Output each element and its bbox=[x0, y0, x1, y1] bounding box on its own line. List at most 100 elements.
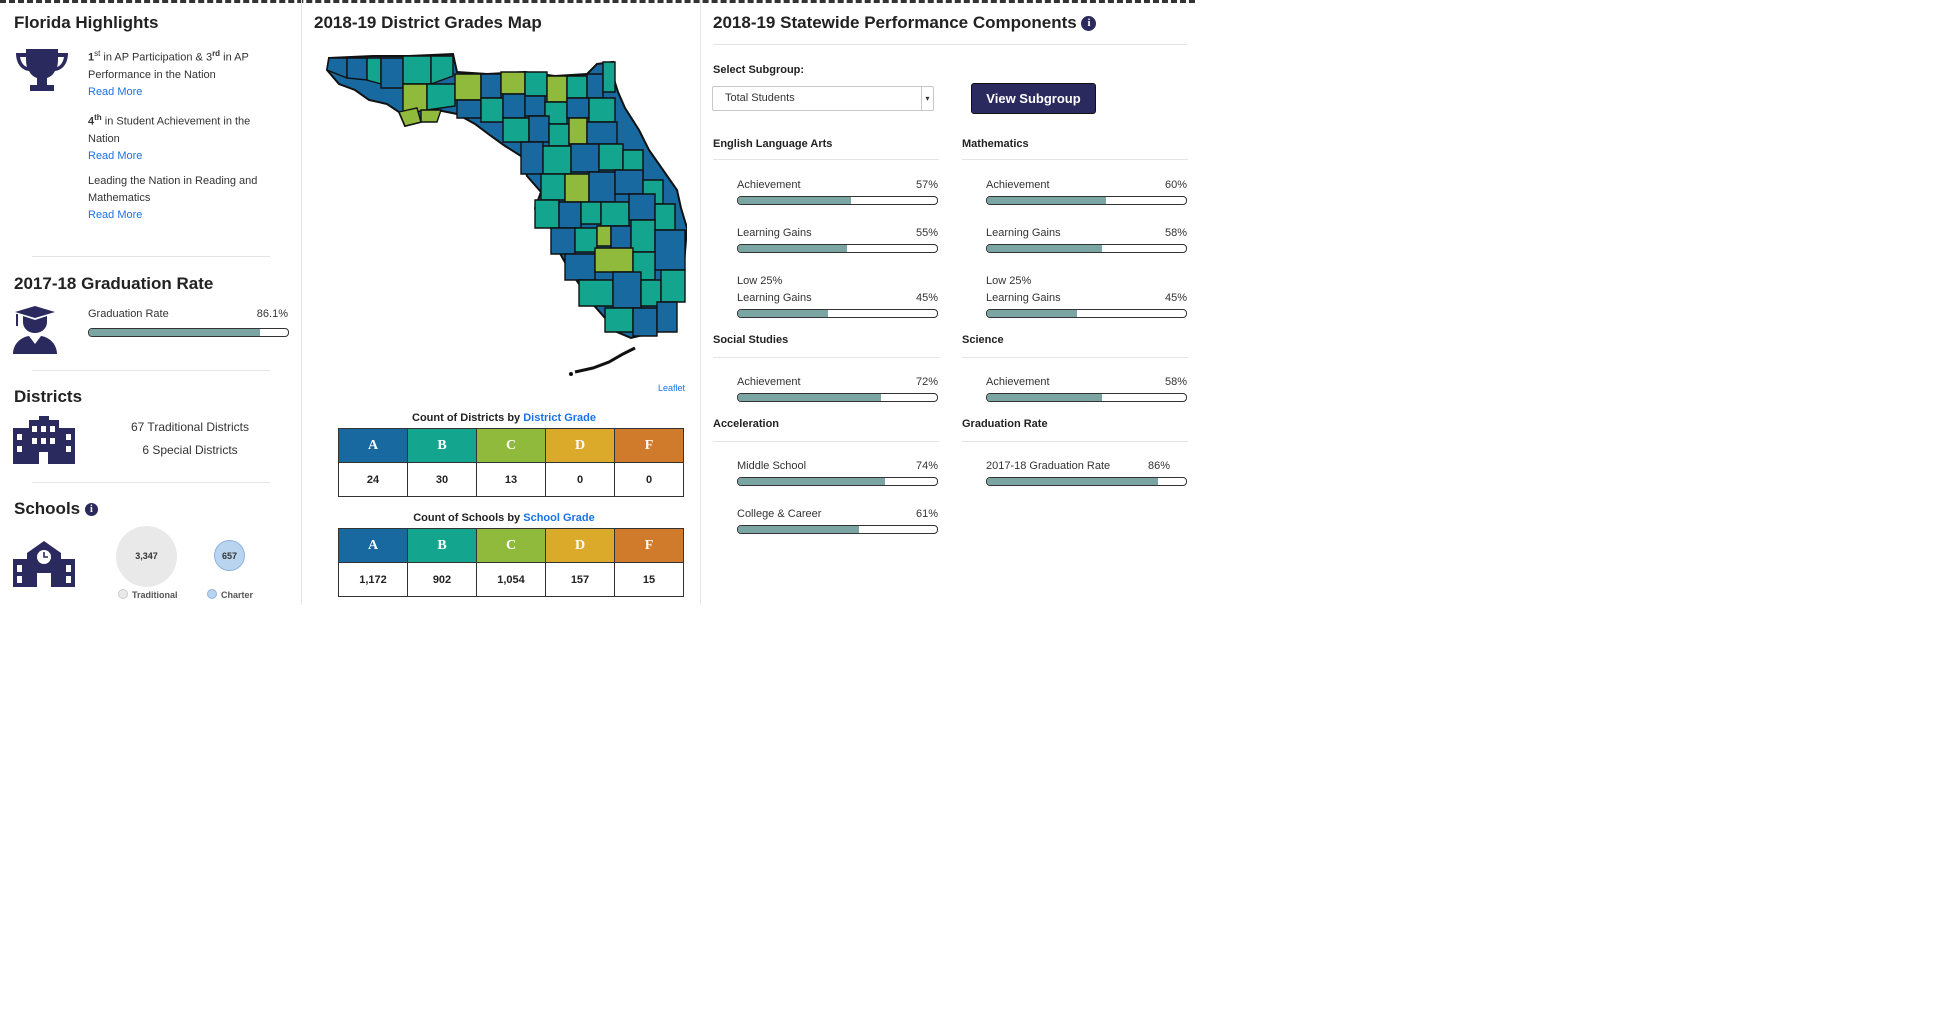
highlight-text-1: 1st in AP Participation & 3rd in AP Perf… bbox=[88, 49, 249, 81]
bar-fill bbox=[738, 197, 852, 204]
ela-achievement-label: Achievement bbox=[737, 179, 801, 191]
grade-count-row: 1,172 902 1,054 157 15 bbox=[338, 562, 684, 597]
legend-swatch bbox=[118, 589, 128, 599]
college-career-label: College & Career bbox=[737, 508, 822, 520]
charter-schools-bubble[interactable]: 657 bbox=[214, 540, 245, 571]
grade-f-count: 0 bbox=[614, 462, 684, 497]
divider bbox=[713, 44, 1187, 45]
highlight-item: 1st in AP Participation & 3rd in AP Perf… bbox=[88, 45, 278, 101]
ela-achievement-value: 57% bbox=[915, 179, 938, 191]
graduation-title: 2017-18 Graduation Rate bbox=[14, 274, 214, 293]
legend-traditional: Traditional bbox=[118, 589, 178, 600]
grade-c-header: C bbox=[476, 428, 546, 463]
schools-title: Schools i bbox=[14, 499, 98, 519]
ela-low25-label: Learning Gains bbox=[737, 292, 812, 304]
grad-rate-section-title: Graduation Rate bbox=[962, 418, 1048, 430]
divider bbox=[962, 357, 1188, 358]
ela-low25-bar bbox=[737, 309, 938, 318]
legend-swatch bbox=[207, 589, 217, 599]
graduate-icon bbox=[13, 306, 57, 354]
building-icon bbox=[13, 416, 75, 464]
grade-c-count: 1,054 bbox=[476, 562, 546, 597]
science-title: Science bbox=[962, 334, 1004, 346]
grade-c-count: 13 bbox=[476, 462, 546, 497]
school-icon bbox=[13, 541, 75, 587]
traditional-districts: 67 Traditional Districts bbox=[130, 420, 250, 434]
middle-school-value: 74% bbox=[915, 460, 938, 472]
district-grades-map[interactable] bbox=[325, 52, 687, 378]
math-title: Mathematics bbox=[962, 138, 1029, 150]
read-more-link[interactable]: Read More bbox=[88, 85, 143, 98]
bar-fill bbox=[987, 245, 1103, 252]
divider bbox=[713, 159, 939, 160]
district-count-caption: Count of Districts by District Grade bbox=[412, 412, 596, 424]
bar-fill bbox=[738, 310, 828, 317]
math-low25-label: Learning Gains bbox=[986, 292, 1061, 304]
ela-low25-label-top: Low 25% bbox=[737, 275, 783, 287]
math-learning-gains-bar bbox=[986, 244, 1187, 253]
bar-fill bbox=[987, 394, 1103, 401]
ela-low25-value: 45% bbox=[915, 292, 938, 304]
social-studies-title: Social Studies bbox=[713, 334, 789, 346]
grade-c-header: C bbox=[476, 528, 546, 563]
districts-title: Districts bbox=[14, 387, 83, 406]
grad-rate-label: 2017-18 Graduation Rate bbox=[986, 460, 1111, 472]
grade-a-count: 24 bbox=[338, 462, 408, 497]
highlight-item: 4th in Student Achievement in the Nation… bbox=[88, 109, 278, 165]
divider bbox=[32, 482, 270, 483]
district-grade-link[interactable]: District Grade bbox=[523, 412, 596, 424]
college-career-value: 61% bbox=[915, 508, 938, 520]
view-subgroup-button[interactable]: View Subgroup bbox=[971, 83, 1096, 114]
highlight-item: Leading the Nation in Reading and Mathem… bbox=[88, 173, 278, 224]
subgroup-select[interactable]: Total Students ▾ bbox=[712, 86, 934, 111]
graduation-rate-label: Graduation Rate bbox=[88, 308, 169, 320]
read-more-link[interactable]: Read More bbox=[88, 149, 143, 162]
leaflet-attribution-link[interactable]: Leaflet bbox=[658, 383, 686, 393]
science-achievement-label: Achievement bbox=[986, 376, 1050, 388]
read-more-link[interactable]: Read More bbox=[88, 209, 143, 221]
bar-fill bbox=[987, 478, 1159, 485]
bar-fill bbox=[738, 394, 882, 401]
ela-title: English Language Arts bbox=[713, 138, 833, 150]
grade-d-count: 157 bbox=[545, 562, 615, 597]
school-grade-link[interactable]: School Grade bbox=[523, 512, 595, 524]
highlights-title: Florida Highlights bbox=[14, 13, 159, 32]
grade-b-count: 30 bbox=[407, 462, 477, 497]
divider bbox=[32, 256, 270, 257]
social-achievement-bar bbox=[737, 393, 938, 402]
bar-fill bbox=[987, 197, 1107, 204]
math-low25-label-top: Low 25% bbox=[986, 275, 1032, 287]
grade-b-header: B bbox=[407, 528, 477, 563]
info-icon[interactable]: i bbox=[84, 503, 98, 516]
graduation-rate-value: 86.1% bbox=[256, 308, 288, 320]
middle-school-label: Middle School bbox=[737, 460, 807, 472]
grade-b-header: B bbox=[407, 428, 477, 463]
dropdown-arrow-icon[interactable]: ▾ bbox=[921, 87, 933, 110]
special-districts: 6 Special Districts bbox=[142, 443, 238, 457]
info-icon[interactable]: i bbox=[1081, 16, 1097, 31]
bar-fill bbox=[987, 310, 1077, 317]
grade-f-count: 15 bbox=[614, 562, 684, 597]
traditional-schools-bubble[interactable]: 3,347 bbox=[116, 526, 177, 587]
grade-a-header: A bbox=[338, 428, 408, 463]
dashed-top-border bbox=[0, 0, 1195, 3]
math-achievement-bar bbox=[986, 196, 1187, 205]
bar-fill bbox=[738, 478, 886, 485]
bar-fill bbox=[89, 329, 261, 336]
grade-a-count: 1,172 bbox=[338, 562, 408, 597]
column-divider bbox=[700, 0, 701, 605]
grade-d-header: D bbox=[545, 428, 615, 463]
grad-rate-value: 86% bbox=[1147, 460, 1170, 472]
ela-learning-gains-value: 55% bbox=[915, 227, 938, 239]
highlight-text-2: 4th in Student Achievement in the Nation bbox=[88, 113, 251, 145]
bar-fill bbox=[738, 245, 848, 252]
divider bbox=[713, 441, 939, 442]
trophy-icon bbox=[16, 49, 68, 91]
legend-charter: Charter bbox=[207, 589, 253, 600]
district-grade-table: A B C D F 24 30 13 0 0 bbox=[338, 428, 684, 497]
select-subgroup-label: Select Subgroup: bbox=[713, 64, 805, 76]
graduation-rate-bar bbox=[88, 328, 289, 337]
school-count-caption: Count of Schools by School Grade bbox=[413, 512, 595, 524]
social-achievement-value: 72% bbox=[915, 376, 938, 388]
grade-f-header: F bbox=[614, 428, 684, 463]
